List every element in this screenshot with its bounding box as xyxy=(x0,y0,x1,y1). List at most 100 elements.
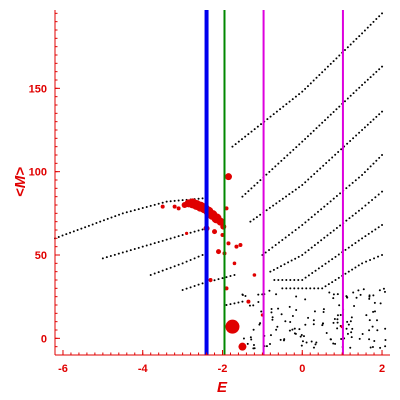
data-point xyxy=(221,277,224,280)
data-point xyxy=(141,207,144,210)
data-point xyxy=(295,146,298,149)
data-point xyxy=(259,213,262,216)
data-point xyxy=(368,319,371,322)
data-point xyxy=(169,266,172,269)
data-point xyxy=(331,156,334,159)
data-point xyxy=(363,29,366,32)
data-point xyxy=(290,259,293,262)
data-point xyxy=(311,272,314,275)
data-point xyxy=(347,323,350,326)
data-point xyxy=(322,308,325,311)
data-point xyxy=(310,216,313,219)
data-point xyxy=(304,221,307,224)
y-axis-title: <M> xyxy=(12,167,29,197)
data-point xyxy=(346,320,349,323)
data-point xyxy=(233,302,236,305)
data-point xyxy=(305,341,308,344)
data-point xyxy=(153,272,156,275)
data-point xyxy=(336,314,339,317)
data-point xyxy=(95,222,98,225)
data-point xyxy=(310,246,313,249)
data-point xyxy=(361,207,364,210)
data-point xyxy=(252,304,255,307)
highlight-point xyxy=(232,261,237,266)
data-point xyxy=(272,204,275,207)
data-point xyxy=(229,275,232,278)
data-point xyxy=(287,261,290,264)
data-point xyxy=(335,108,338,111)
data-point xyxy=(169,237,172,240)
data-point xyxy=(237,140,240,143)
data-point xyxy=(312,79,315,82)
data-point xyxy=(250,130,253,133)
data-point xyxy=(375,18,378,21)
data-point xyxy=(72,230,75,233)
data-point xyxy=(288,329,291,332)
data-point xyxy=(279,265,282,268)
data-point xyxy=(307,178,310,181)
data-point xyxy=(288,100,291,103)
data-point xyxy=(105,256,108,259)
data-point xyxy=(382,287,385,290)
data-point xyxy=(301,340,304,343)
data-point xyxy=(99,220,102,223)
data-point xyxy=(357,209,360,212)
data-point xyxy=(317,210,320,213)
data-point xyxy=(321,121,324,124)
data-point xyxy=(133,248,136,250)
data-point xyxy=(217,278,220,281)
data-point xyxy=(291,315,294,318)
data-point xyxy=(284,320,287,323)
data-point xyxy=(347,246,350,249)
data-point xyxy=(335,195,338,198)
data-point xyxy=(368,338,371,341)
data-point xyxy=(357,264,360,267)
data-point xyxy=(297,287,300,290)
data-point xyxy=(315,127,318,130)
data-point xyxy=(301,254,304,256)
data-point xyxy=(363,171,366,174)
data-point xyxy=(349,346,352,349)
data-point xyxy=(376,329,379,332)
y-tick-label: 100 xyxy=(29,167,47,179)
data-point xyxy=(285,195,288,198)
data-point xyxy=(332,60,335,63)
data-point xyxy=(201,228,204,231)
data-point xyxy=(323,236,326,239)
data-point xyxy=(197,229,200,232)
data-point xyxy=(355,37,358,40)
data-point xyxy=(125,250,128,253)
data-point xyxy=(84,226,87,229)
data-point xyxy=(324,262,327,265)
data-point xyxy=(157,241,160,243)
data-point xyxy=(348,217,351,220)
data-point xyxy=(322,322,325,325)
data-point xyxy=(337,276,340,279)
highlight-point xyxy=(212,229,218,235)
data-point xyxy=(330,338,333,341)
data-point xyxy=(321,265,324,268)
data-point xyxy=(355,89,358,92)
data-point xyxy=(346,332,349,335)
data-point xyxy=(113,253,116,256)
data-point xyxy=(293,279,296,281)
data-point xyxy=(145,205,148,208)
data-point xyxy=(129,210,132,213)
data-point xyxy=(345,187,348,190)
data-point xyxy=(379,346,382,349)
data-point xyxy=(350,316,353,319)
data-point xyxy=(352,40,355,43)
data-point xyxy=(309,287,312,290)
data-point xyxy=(361,129,364,131)
data-point xyxy=(373,339,376,342)
data-point xyxy=(193,257,196,260)
data-point xyxy=(378,15,381,18)
data-point xyxy=(233,274,236,276)
data-point xyxy=(332,293,335,296)
data-point xyxy=(114,215,117,218)
data-point xyxy=(313,310,316,313)
data-point xyxy=(281,239,284,241)
data-point xyxy=(332,321,335,324)
data-point xyxy=(374,228,377,231)
